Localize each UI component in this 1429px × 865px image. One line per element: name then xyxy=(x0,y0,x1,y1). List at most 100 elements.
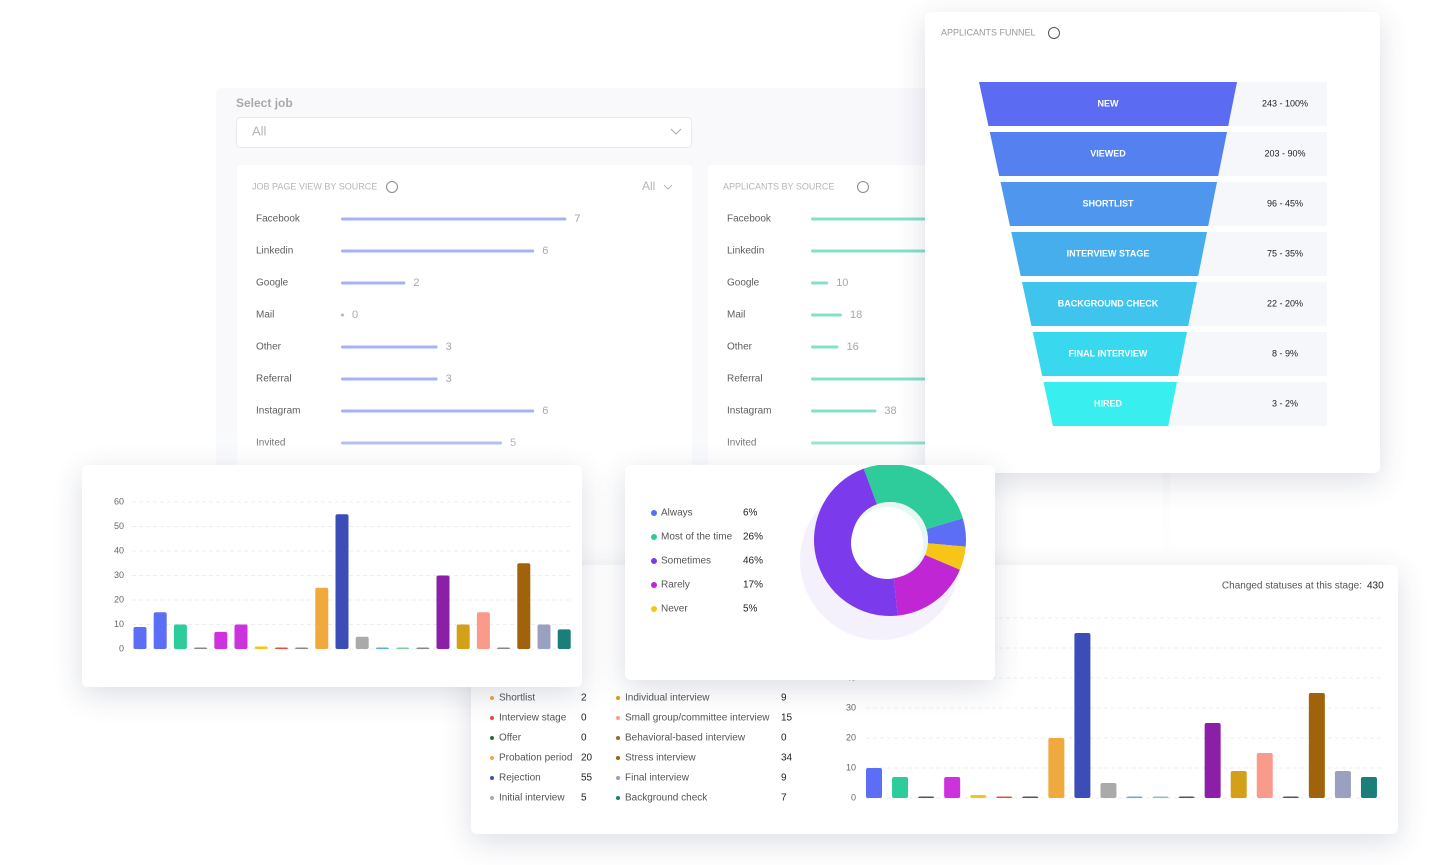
y-tick-label: 10 xyxy=(114,619,124,629)
legend-value: 2 xyxy=(581,693,587,704)
summary-value: 430 xyxy=(1367,581,1384,592)
card-title: JOB PAGE VIEW BY SOURCE xyxy=(252,181,377,191)
legend-value: 15 xyxy=(781,713,793,724)
y-tick-label: 0 xyxy=(119,643,124,653)
bar-chart: 0 10 20 30 40 50 60 xyxy=(114,496,572,653)
legend-value: 5 xyxy=(581,793,587,804)
stage-name: BACKGROUND CHECK xyxy=(1058,298,1159,308)
legend-name: Always xyxy=(661,508,693,519)
category-label: Google xyxy=(727,278,760,289)
value-label: 26% xyxy=(743,532,763,543)
bar xyxy=(295,647,309,649)
y-tick-label: 20 xyxy=(114,594,124,604)
value-label: 18 xyxy=(850,309,862,321)
funnel-panel: APPLICANTS FUNNEL NEW 243 - 100% VIEWED 203 … xyxy=(925,12,1380,473)
summary-label: Changed statuses at this stage: xyxy=(1222,581,1362,592)
category-label: Linkedin xyxy=(256,246,293,257)
bar xyxy=(996,796,1013,798)
dropdown[interactable] xyxy=(236,117,692,148)
legend-value: 9 xyxy=(781,693,787,704)
category-label: Instagram xyxy=(256,406,300,417)
stage-name: FINAL INTERVIEW xyxy=(1069,348,1148,358)
bar xyxy=(254,646,268,649)
legend-dot xyxy=(651,582,657,588)
value-label: 16 xyxy=(847,341,859,353)
stage-count: 8 - 9% xyxy=(1272,348,1298,358)
bar xyxy=(1204,723,1221,798)
bar xyxy=(811,345,839,349)
legend-dot xyxy=(616,776,620,780)
bar xyxy=(341,313,344,317)
bar xyxy=(1100,783,1117,798)
bar xyxy=(335,514,349,649)
stage-label-box xyxy=(1207,182,1327,226)
chevron xyxy=(663,184,673,190)
y-tick-label: 20 xyxy=(846,732,856,742)
y-tick-label: 30 xyxy=(846,702,856,712)
legend-name: Sometimes xyxy=(661,556,711,567)
chevron xyxy=(670,128,682,135)
bar xyxy=(537,624,551,649)
legend-name: Stress interview xyxy=(625,753,696,764)
stage-count: 96 - 45% xyxy=(1267,198,1303,208)
info-icon xyxy=(386,181,398,193)
legend-name: Rarely xyxy=(661,580,690,591)
y-tick-label: 50 xyxy=(114,521,124,531)
legend-dot xyxy=(651,534,657,540)
bar xyxy=(456,624,470,649)
donut-slice xyxy=(863,465,963,530)
bar xyxy=(396,647,410,649)
bar xyxy=(892,777,909,798)
bar xyxy=(517,563,531,649)
bar xyxy=(194,647,208,649)
legend-name: Final interview xyxy=(625,773,690,784)
funnel-stage xyxy=(1043,382,1177,426)
legend-name: Most of the time xyxy=(661,532,733,543)
legend-dot xyxy=(490,736,494,740)
card-filter[interactable]: All xyxy=(642,179,655,193)
stage-label-box xyxy=(1167,382,1327,426)
funnel-stage xyxy=(1000,182,1217,226)
legend-dot xyxy=(616,716,620,720)
donut-slice xyxy=(926,518,966,547)
bar xyxy=(944,777,961,798)
legend-value: 0 xyxy=(781,733,787,744)
value-label: 7 xyxy=(574,213,580,225)
legend-name: Rejection xyxy=(499,773,541,784)
stage-label-box xyxy=(1197,232,1327,276)
category-label: Referral xyxy=(256,374,292,385)
bar xyxy=(1048,738,1065,798)
category-label: Instagram xyxy=(727,406,771,417)
category-label: Other xyxy=(727,342,753,353)
panel-title: APPLICANTS FUNNEL xyxy=(941,27,1036,37)
bar xyxy=(970,795,987,798)
bar xyxy=(1126,796,1143,798)
bar xyxy=(1022,796,1039,798)
field-label: Select job xyxy=(236,96,293,110)
bar xyxy=(341,249,535,253)
bar xyxy=(153,612,167,649)
legend-value: 0 xyxy=(581,733,587,744)
donut-slice xyxy=(924,543,966,570)
legend-value: 0 xyxy=(581,713,587,724)
stage-label-box xyxy=(1227,82,1327,126)
funnel-stage xyxy=(989,132,1227,176)
stage-count: 22 - 20% xyxy=(1267,298,1303,308)
bar xyxy=(341,377,438,381)
category-label: Facebook xyxy=(256,214,301,225)
stage-label-box xyxy=(1217,132,1327,176)
legend-name: Behavioral-based interview xyxy=(625,733,746,744)
bar xyxy=(1074,633,1091,798)
bar xyxy=(355,636,369,649)
legend-value: 7 xyxy=(781,793,787,804)
dropdown-value[interactable]: All xyxy=(252,123,267,138)
stage-count: 203 - 90% xyxy=(1264,148,1305,158)
bar xyxy=(1360,777,1377,798)
y-tick-label: 40 xyxy=(114,545,124,555)
donut-hole xyxy=(851,507,923,579)
legend-dot xyxy=(616,736,620,740)
legend-dot xyxy=(616,756,620,760)
value-label: 17% xyxy=(743,580,763,591)
value-label: 38 xyxy=(884,405,896,417)
